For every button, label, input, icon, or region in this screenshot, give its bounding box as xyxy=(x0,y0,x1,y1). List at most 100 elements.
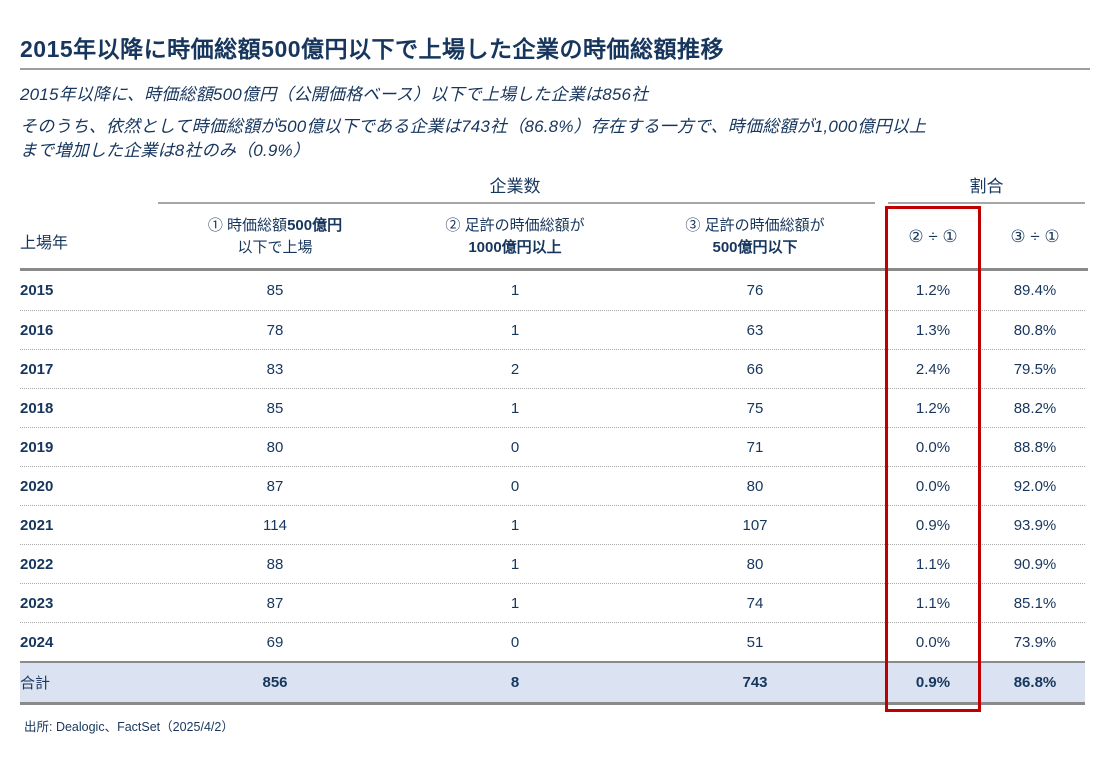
year-cell: 2017 xyxy=(20,360,54,378)
subtitle-line-1: 2015年以降に、時価総額500億円（公開価格ベース）以下で上場した企業は856… xyxy=(20,85,649,104)
year-cell: 2021 xyxy=(20,516,54,534)
year-cell: 2022 xyxy=(20,555,54,573)
companies-listed-cell: 87 xyxy=(266,477,284,495)
ratio-3-div-1-cell: 73.9% xyxy=(1013,633,1057,651)
companies-listed-cell: 69 xyxy=(266,633,284,651)
companies-below-500-cell: 75 xyxy=(746,399,764,417)
ratio-2-div-1-cell: 0.0% xyxy=(915,477,951,495)
ratio-3-div-1-cell: 88.8% xyxy=(1013,438,1057,456)
column-header-1-line1-prefix: ① 時価総額 xyxy=(207,217,288,234)
subtitle-line-3: まで増加した企業は8社のみ（0.9%） xyxy=(20,141,311,160)
total-companies-listed-cell: 856 xyxy=(262,674,288,691)
ratio-2-div-1-cell: 1.2% xyxy=(915,399,951,417)
column-header-2-line2: 1000億円以上 xyxy=(468,239,562,256)
group-header-companies: 企業数 xyxy=(489,177,541,196)
companies-above-1000-cell: 0 xyxy=(510,438,520,456)
total-label-cell: 合計 xyxy=(20,675,51,692)
companies-listed-cell: 114 xyxy=(263,516,287,534)
ratio-3-div-1-cell: 90.9% xyxy=(1013,555,1057,573)
year-cell: 2016 xyxy=(20,321,54,339)
companies-below-500-cell: 80 xyxy=(746,477,764,495)
title-divider xyxy=(20,68,1090,70)
companies-below-500-cell: 74 xyxy=(746,594,764,612)
ratio-3-div-1-cell: 80.8% xyxy=(1013,321,1057,339)
ratio-2-div-1-cell: 1.1% xyxy=(915,555,951,573)
column-header-3-line1: ③ 足許の時価総額が xyxy=(685,217,825,234)
companies-above-1000-cell: 1 xyxy=(510,399,520,417)
companies-above-1000-cell: 0 xyxy=(510,477,520,495)
header-divider xyxy=(20,268,1088,271)
table-row: 2024 69 0 51 0.0% 73.9% xyxy=(20,622,1085,661)
group-divider-companies xyxy=(158,202,875,204)
year-cell: 2023 xyxy=(20,594,54,612)
companies-above-1000-cell: 0 xyxy=(510,633,520,651)
ratio-3-div-1-cell: 79.5% xyxy=(1013,360,1057,378)
column-header-1-line1-bold: 500億円 xyxy=(287,217,343,234)
column-header-1-line2: 以下で上場 xyxy=(237,239,313,256)
companies-above-1000-cell: 1 xyxy=(510,555,520,573)
companies-listed-cell: 87 xyxy=(266,594,284,612)
companies-listed-cell: 83 xyxy=(266,360,284,378)
table-body: 2015 85 1 76 1.2% 89.4% 2016 78 1 63 1.3… xyxy=(20,271,1085,661)
column-header-3-line2: 500億円以下 xyxy=(712,239,798,256)
companies-below-500-cell: 63 xyxy=(746,321,764,339)
companies-below-500-cell: 51 xyxy=(746,633,764,651)
ratio-3-div-1-cell: 89.4% xyxy=(1013,282,1057,299)
ratio-2-div-1-cell: 1.3% xyxy=(915,321,951,339)
total-companies-above-1000-cell: 8 xyxy=(510,674,520,691)
table-row: 2018 85 1 75 1.2% 88.2% xyxy=(20,388,1085,427)
companies-below-500-cell: 76 xyxy=(746,282,764,299)
ratio-2-div-1-cell: 0.0% xyxy=(915,438,951,456)
ratio-3-div-1-cell: 93.9% xyxy=(1013,516,1057,534)
total-ratio-3-div-1-cell: 86.8% xyxy=(1013,674,1057,691)
companies-below-500-cell: 66 xyxy=(746,360,764,378)
table-total-row: 合計 856 8 743 0.9% 86.8% xyxy=(20,661,1085,705)
companies-listed-cell: 88 xyxy=(266,555,284,573)
companies-above-1000-cell: 1 xyxy=(510,282,520,299)
column-header-3: ③ 足許の時価総額が 500億円以下 xyxy=(635,215,875,259)
ratio-2-div-1-cell: 2.4% xyxy=(915,360,951,378)
year-cell: 2018 xyxy=(20,399,54,417)
year-cell: 2020 xyxy=(20,477,54,495)
companies-above-1000-cell: 2 xyxy=(510,360,520,378)
year-cell: 2015 xyxy=(20,282,54,299)
companies-below-500-cell: 107 xyxy=(742,516,768,534)
table-row: 2022 88 1 80 1.1% 90.9% xyxy=(20,544,1085,583)
ratio-3-div-1-cell: 92.0% xyxy=(1013,477,1057,495)
ratio-3-div-1-cell: 88.2% xyxy=(1013,399,1057,417)
companies-above-1000-cell: 1 xyxy=(510,594,520,612)
companies-listed-cell: 85 xyxy=(266,399,284,417)
column-header-2-line1: ② 足許の時価総額が xyxy=(445,217,585,234)
companies-above-1000-cell: 1 xyxy=(510,321,520,339)
column-header-year: 上場年 xyxy=(20,235,69,252)
year-cell: 2024 xyxy=(20,633,54,651)
companies-below-500-cell: 71 xyxy=(746,438,764,456)
ratio-2-div-1-cell: 1.2% xyxy=(915,282,951,299)
table-row: 2015 85 1 76 1.2% 89.4% xyxy=(20,271,1085,310)
ratio-2-div-1-cell: 0.9% xyxy=(915,516,951,534)
page-title: 2015年以降に時価総額500億円以下で上場した企業の時価総額推移 xyxy=(20,36,725,62)
table-row: 2020 87 0 80 0.0% 92.0% xyxy=(20,466,1085,505)
ratio-2-div-1-cell: 0.0% xyxy=(915,633,951,651)
group-header-ratio: 割合 xyxy=(969,177,1004,196)
source-note: 出所: Dealogic、FactSet（2025/4/2） xyxy=(24,720,234,734)
companies-below-500-cell: 80 xyxy=(746,555,764,573)
companies-listed-cell: 78 xyxy=(266,321,284,339)
column-header-ratio-2-div-1: ② ÷ ① xyxy=(908,227,958,246)
table-row: 2021 114 1 107 0.9% 93.9% xyxy=(20,505,1085,544)
group-divider-ratio xyxy=(888,202,1085,204)
total-ratio-2-div-1-cell: 0.9% xyxy=(915,674,951,691)
column-header-2: ② 足許の時価総額が 1000億円以上 xyxy=(395,215,635,259)
table-row: 2023 87 1 74 1.1% 85.1% xyxy=(20,583,1085,622)
total-companies-below-500-cell: 743 xyxy=(742,674,768,691)
companies-listed-cell: 85 xyxy=(266,282,284,299)
companies-listed-cell: 80 xyxy=(266,438,284,456)
companies-above-1000-cell: 1 xyxy=(510,516,520,534)
column-header-1: ① 時価総額500億円 以下で上場 xyxy=(155,215,395,259)
column-header-ratio-3-div-1: ③ ÷ ① xyxy=(1010,227,1060,246)
ratio-2-div-1-cell: 1.1% xyxy=(915,594,951,612)
subtitle-line-2: そのうち、依然として時価総額が500億以下である企業は743社（86.8%）存在… xyxy=(20,117,927,136)
year-cell: 2019 xyxy=(20,438,54,456)
table-row: 2016 78 1 63 1.3% 80.8% xyxy=(20,310,1085,349)
